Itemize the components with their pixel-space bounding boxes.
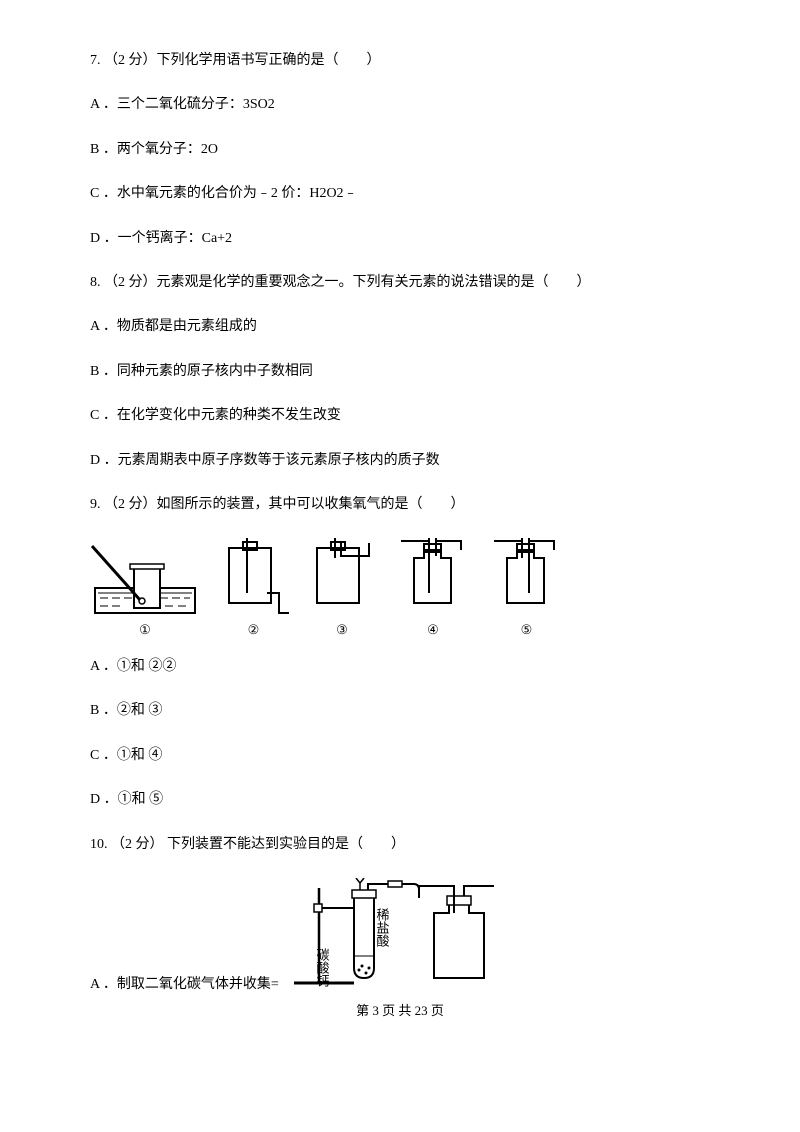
q9-diag-5: ⑤ xyxy=(489,538,564,641)
q9-option-b: B ．②和 ③ xyxy=(90,700,710,722)
q10-stem: 10. （2 分） 下列装置不能达到实验目的是（ ） xyxy=(90,834,710,856)
q9-label-1: ① xyxy=(90,620,200,641)
q7-option-a: A ．三个二氧化硫分子：3SO2 xyxy=(90,94,710,116)
q7-option-d: D ．一个钙离子：Ca+2 xyxy=(90,228,710,250)
q9-option-a: A ．①和 ②② xyxy=(90,656,710,678)
q8-option-a: A ．物质都是由元素组成的 xyxy=(90,316,710,338)
q9-diag-2: ② xyxy=(219,538,289,641)
q9-diag-1: ① xyxy=(90,538,200,641)
q10-diagram-a: 碳酸钙 稀盐酸 xyxy=(284,878,504,996)
q8-option-b: B ．同种元素的原子核内中子数相同 xyxy=(90,361,710,383)
page-content: 7. （2 分）下列化学用语书写正确的是（ ） A ．三个二氧化硫分子：3SO2… xyxy=(0,0,800,1062)
q9-diag-3: ③ xyxy=(307,538,377,641)
q9-stem: 9. （2 分）如图所示的装置，其中可以收集氧气的是（ ） xyxy=(90,494,710,516)
q9-label-5: ⑤ xyxy=(489,620,564,641)
q9-option-d: D ．①和 ⑤ xyxy=(90,789,710,811)
q7-option-b: B ．两个氧分子：2O xyxy=(90,139,710,161)
q9-label-4: ④ xyxy=(396,620,471,641)
q10-option-a-row: A ．制取二氧化碳气体并收集= xyxy=(90,878,710,996)
q10-label-left: 碳酸钙 xyxy=(314,948,329,987)
q9-diag-4: ④ xyxy=(396,538,471,641)
q9-label-3: ③ xyxy=(307,620,377,641)
q8-option-c: C ．在化学变化中元素的种类不发生改变 xyxy=(90,405,710,427)
q8-stem: 8. （2 分）元素观是化学的重要观念之一。下列有关元素的说法错误的是（ ） xyxy=(90,272,710,294)
q7-option-c: C ．水中氧元素的化合价为﹣2 价：H2O2﹣ xyxy=(90,183,710,205)
q9-label-2: ② xyxy=(219,620,289,641)
q10-option-a: A ．制取二氧化碳气体并收集= xyxy=(90,974,279,996)
q7-stem: 7. （2 分）下列化学用语书写正确的是（ ） xyxy=(90,50,710,72)
q9-option-c: C ．①和 ④ xyxy=(90,745,710,767)
q9-diagrams: ① ② ③ xyxy=(90,538,710,641)
q10-label-right: 稀盐酸 xyxy=(374,908,389,947)
page-footer: 第 3 页 共 23 页 xyxy=(90,1001,710,1022)
q8-option-d: D ．元素周期表中原子序数等于该元素原子核内的质子数 xyxy=(90,450,710,472)
